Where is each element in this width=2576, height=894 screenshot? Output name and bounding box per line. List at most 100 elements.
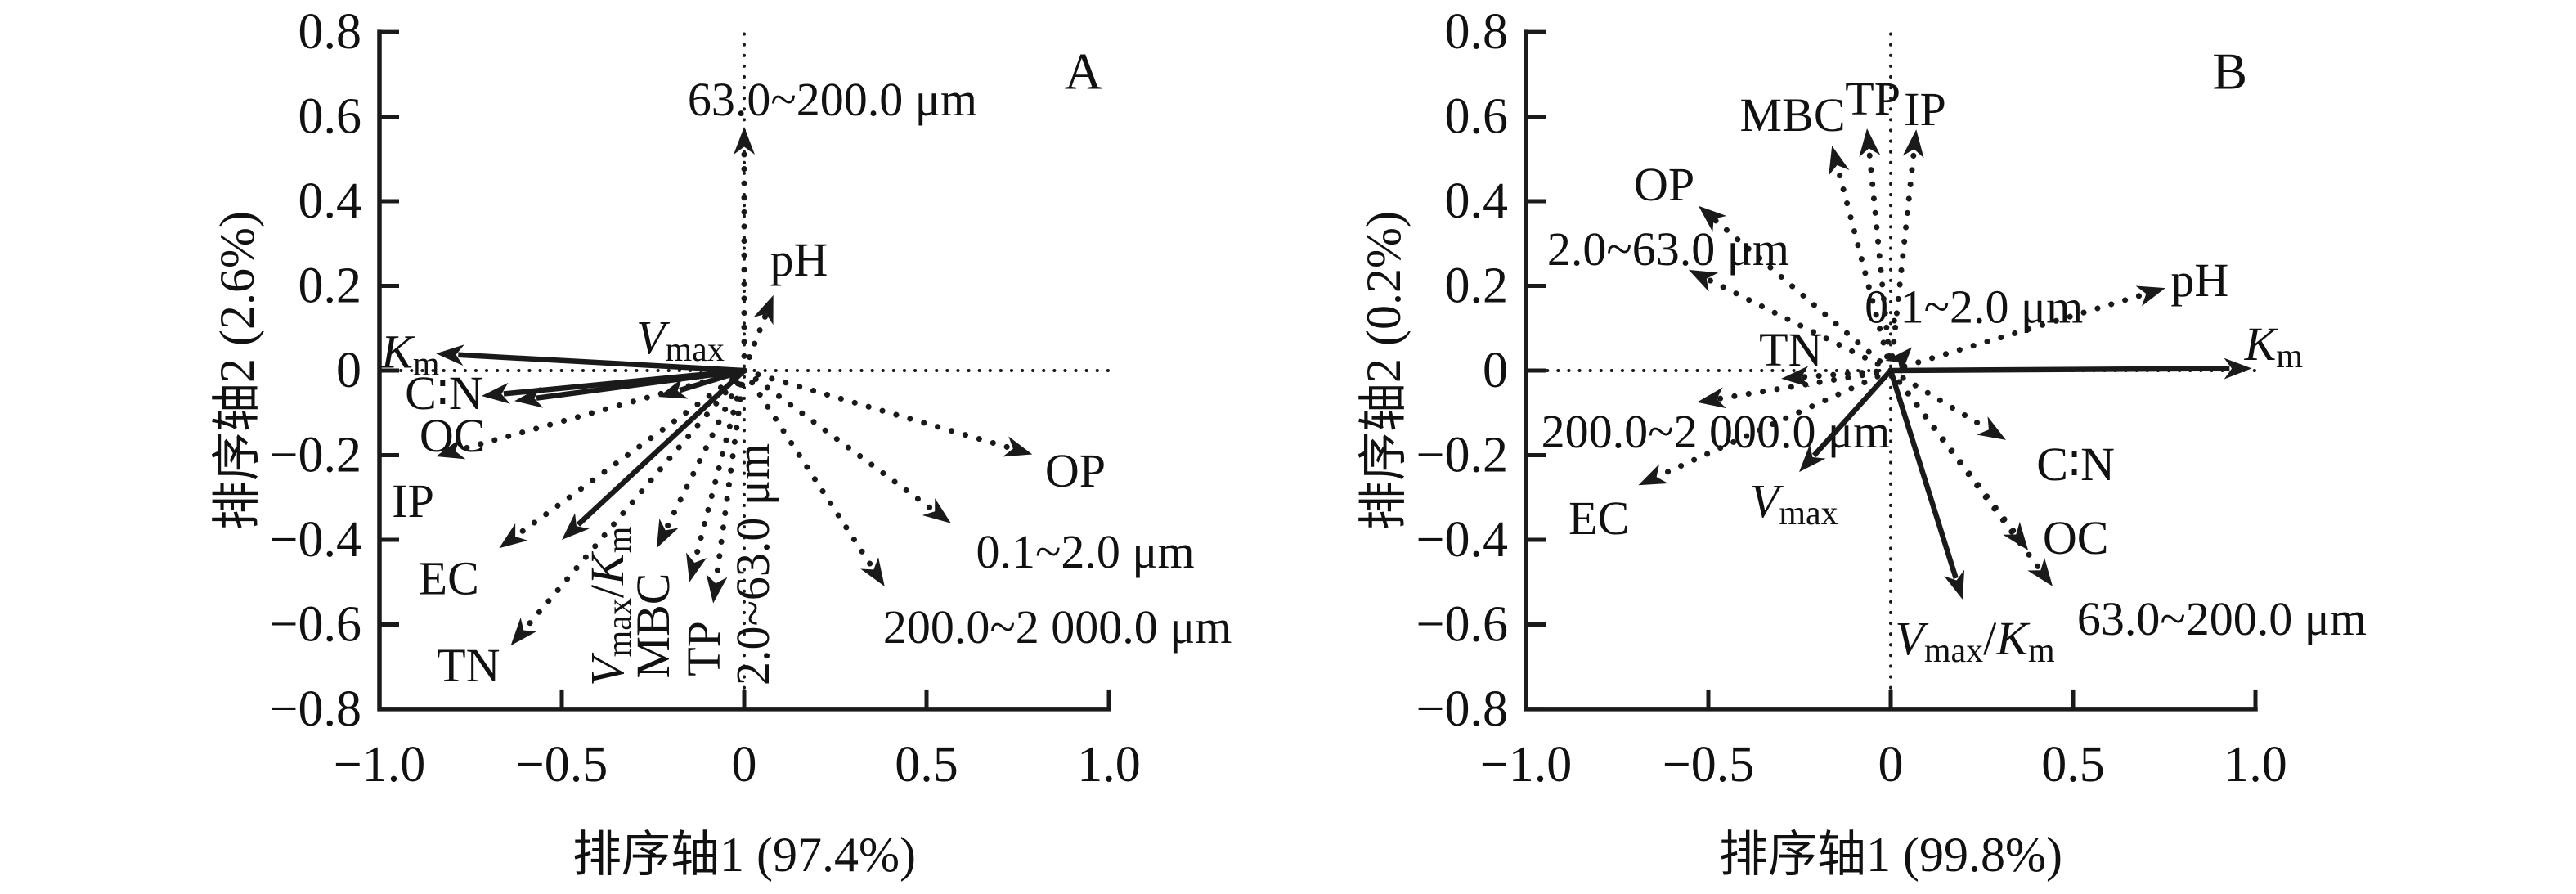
arrow-200.0~2000.0 um: 200.0~2 000.0 μm [741, 367, 1232, 654]
arrow-0.1~2.0 um: 0.1~2.0 μm [1865, 280, 2083, 375]
arrow-EC: EC [1568, 367, 1894, 545]
panel-letter-B: B [2212, 43, 2247, 101]
arrow-label-200.0~2000.0 um: 200.0~2 000.0 μm [883, 600, 1232, 654]
arrow-shaft [576, 368, 747, 527]
arrow-head [2224, 357, 2252, 380]
arrow-label-pH: pH [2170, 253, 2228, 306]
arrow-label-TN: TN [437, 639, 500, 692]
arrow-head [1697, 387, 1726, 409]
y-tick-label: 0.4 [298, 173, 362, 229]
arrow-shaft [522, 367, 747, 632]
y-tick-label: 0.8 [1445, 4, 1509, 60]
arrow-TN: TN [437, 367, 747, 692]
y-tick-label: −0.4 [1416, 512, 1508, 568]
x-tick-label: −1.0 [334, 737, 425, 793]
arrow-label-C:N: C∶N [405, 366, 483, 419]
biplot-panel-B: −1.0 −0.5 0 0.5 1.0 0.8 0.6 0.4 0.2 0 −0.2 −0.4 −0.6… [1357, 4, 2367, 882]
arrow-head [1944, 569, 1965, 600]
y-tick-label: 0.8 [298, 4, 362, 60]
arrow-shaft [1890, 366, 2230, 374]
x-tick-label: 0.5 [895, 737, 958, 793]
y-tick-label: −0.6 [270, 596, 361, 652]
arrow-label-Vmax: Vmax [636, 311, 725, 370]
arrow-head [510, 617, 537, 646]
arrow-Km: Km [380, 325, 745, 384]
arrow-head [1902, 129, 1924, 159]
x-tick-label: 0.5 [2041, 737, 2105, 793]
arrow-OC: OC [420, 367, 745, 462]
x-tick-label: −0.5 [1663, 737, 1754, 793]
x-tick-label: 0 [732, 737, 757, 793]
y-tick-label: 0.2 [1445, 258, 1509, 314]
y-tick-label: 0 [1483, 343, 1508, 398]
arrow-shaft [663, 367, 747, 532]
arrow-head [1003, 436, 1033, 457]
arrow-EC: EC [419, 367, 747, 604]
arrow-pH: pH [1887, 253, 2228, 374]
y-tick-label: 0.6 [1445, 89, 1509, 145]
arrow-shaft [536, 367, 745, 401]
arrow-head [1781, 366, 1811, 388]
arrow-shaft [692, 367, 747, 564]
arrow-label-IP: IP [1904, 83, 1946, 136]
arrow-head [481, 382, 510, 404]
arrow-IP: IP [392, 367, 747, 527]
arrow-shaft [741, 312, 769, 374]
arrow-label-OP: OP [1634, 157, 1694, 210]
x-tick-label: 1.0 [1077, 737, 1141, 793]
x-tick-label: −1.0 [1480, 737, 1572, 793]
y-tick-label: 0 [336, 343, 361, 398]
arrow-shaft [1655, 367, 1894, 479]
arrow-label-Km: Km [380, 325, 440, 384]
arrow-200.0~2000.0 um: 200.0~2 000.0 μm [1542, 367, 1894, 457]
arrow-shaft [1887, 291, 2147, 374]
arrow-shaft [1887, 370, 1959, 579]
y-tick-label: −0.6 [1416, 596, 1508, 652]
arrow-head [436, 438, 466, 460]
arrow-head [1977, 416, 2006, 440]
arrow-shaft [1834, 164, 1894, 374]
arrow-head [860, 557, 885, 586]
arrow-TP: TP [677, 367, 747, 676]
arrow-label-TN: TN [1759, 323, 1822, 376]
arrow-label-pH: pH [770, 232, 828, 285]
arrow-label-EC: EC [419, 551, 479, 604]
y-tick-label: −0.4 [270, 512, 361, 568]
arrow-head [1885, 347, 1912, 375]
y-tick-label: −0.8 [1416, 681, 1508, 737]
arrow-label-Vmax/Km: Vmax/Km [580, 526, 639, 686]
arrow-shaft [1887, 148, 1917, 374]
arrow-pH: pH [741, 232, 828, 374]
arrow-2.0~63.0 um: 2.0~63.0 μm [1547, 222, 1894, 374]
arrow-label-200.0~2000.0 um: 200.0~2 000.0 μm [1542, 404, 1891, 457]
arrow-label-EC: EC [1568, 492, 1629, 545]
arrow-head [1799, 444, 1826, 473]
arrow-label-TP: TP [1845, 71, 1901, 124]
arrow-shaft [1887, 367, 1990, 432]
arrow-label-TP: TP [677, 621, 730, 676]
arrow-head [2027, 557, 2053, 586]
arrow-head [562, 513, 590, 540]
arrow-head [1638, 464, 1668, 486]
arrow-shaft [1705, 276, 1894, 374]
arrow-head [436, 344, 464, 366]
biplot-panel-A: −1.0 −0.5 0 0.5 1.0 0.8 0.6 0.4 0.2 0 −0.2 −0.4 −0.6… [210, 4, 1232, 882]
x-axis-title: 排序轴1 (97.4%) [572, 828, 916, 882]
arrow-MBC: MBC [626, 367, 747, 678]
arrow-label-0.1~2.0 um: 0.1~2.0 μm [1865, 280, 2083, 333]
arrow-head [1859, 128, 1881, 158]
x-tick-label: −0.5 [516, 737, 608, 793]
arrow-label-IP: IP [392, 474, 434, 527]
arrow-Vmax/Km: Vmax/Km [1887, 370, 2055, 670]
arrow-label-Vmax: Vmax [1750, 474, 1838, 532]
arrow-head [2135, 285, 2165, 307]
arrow-head [1829, 146, 1850, 176]
arrow-shaft [741, 367, 1014, 451]
arrow-head [656, 519, 679, 549]
arrow-shaft [741, 367, 936, 514]
arrow-OP: OP [1634, 157, 1894, 374]
arrow-shaft [1887, 367, 2043, 572]
arrow-head [686, 552, 707, 582]
arrow-label-Km: Km [2244, 317, 2304, 375]
arrow-head [2003, 521, 2029, 550]
